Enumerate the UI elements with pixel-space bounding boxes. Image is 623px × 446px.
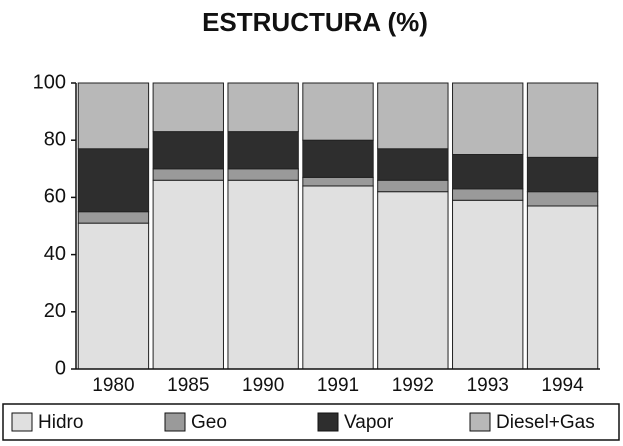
x-tick-label: 1985	[167, 375, 209, 396]
x-tick-label: 1994	[541, 375, 584, 396]
legend-swatch	[317, 412, 339, 432]
bar-segment	[377, 179, 449, 193]
bar-segment	[452, 154, 524, 190]
y-tick-label: 60	[44, 186, 66, 208]
bar-segment	[77, 148, 150, 213]
legend-label: Diesel+Gas	[496, 412, 595, 433]
x-tick-label: 1990	[242, 375, 284, 396]
bar-segment	[152, 179, 224, 370]
bar-segment	[227, 179, 299, 370]
bar-segment	[377, 82, 449, 150]
legend-swatch	[11, 412, 33, 432]
bar-segment	[302, 139, 374, 178]
bar-segment	[77, 222, 150, 370]
chart-title: ESTRUCTURA (%)	[202, 7, 428, 37]
bar-segment	[302, 82, 374, 141]
y-tick-label: 80	[44, 128, 66, 150]
bar-segment	[377, 191, 449, 370]
bar-segment	[452, 199, 524, 370]
bar-segment	[227, 168, 299, 181]
x-tick-label: 1993	[467, 375, 509, 396]
bar-segment	[452, 82, 524, 155]
y-tick-label: 0	[55, 357, 66, 379]
bar-segment	[526, 191, 599, 207]
bar-segment	[377, 148, 449, 181]
bar-segment	[526, 82, 599, 158]
y-tick-label: 40	[44, 243, 66, 265]
bar-segment	[77, 211, 150, 224]
legend-box	[2, 403, 620, 441]
y-tick-label: 100	[33, 71, 66, 93]
bar-segment	[526, 156, 599, 193]
legend-label: Geo	[191, 412, 227, 433]
x-tick-label: 1991	[317, 375, 359, 396]
bar-segment	[452, 188, 524, 201]
x-tick-label: 1980	[92, 375, 134, 396]
bar-segment	[302, 185, 374, 370]
bar-segment	[302, 176, 374, 187]
bar-segment	[152, 131, 224, 170]
bar-segment	[152, 168, 224, 181]
legend-label: Vapor	[344, 412, 394, 433]
legend-swatch	[164, 412, 186, 432]
bar-segment	[526, 205, 599, 370]
bar-segment	[227, 131, 299, 170]
y-tick-label: 20	[44, 300, 66, 322]
legend-label: Hidro	[38, 412, 83, 433]
x-tick-label: 1992	[392, 375, 434, 396]
bar-segment	[77, 82, 150, 150]
bar-segment	[152, 82, 224, 133]
legend-swatch	[469, 412, 491, 432]
bar-segment	[227, 82, 299, 133]
